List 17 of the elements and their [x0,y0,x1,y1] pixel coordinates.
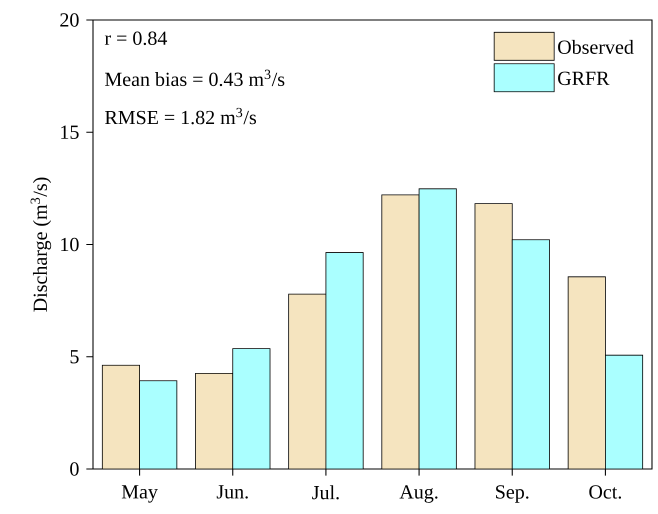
y-axis-title: Discharge (m$^{3}$/s) [30,178,52,312]
x-tick-label: Aug. [400,485,438,503]
annotation: Mean bias = 0.43 m$^{3}$/s [105,70,284,86]
y-tick-label: 0 [70,462,79,476]
legend-label: GRFR [558,72,610,86]
y-tick-label: 5 [70,350,79,364]
y-tick-label: 15 [61,126,79,139]
y-tick-label: 10 [61,238,79,252]
annotation: RMSE = 1.82 m$^{3}$/s [105,108,256,124]
x-tick-label: Jul. [312,485,339,500]
y-tick-label: 20 [60,13,79,27]
legend-label: Observed [558,40,634,54]
x-tick-label: Sep. [496,485,528,503]
annotation: r = 0.84 [104,31,168,46]
x-tick-label: Jun. [216,485,248,499]
x-tick-label: Oct. [589,485,622,499]
x-tick-label: May [122,485,158,503]
